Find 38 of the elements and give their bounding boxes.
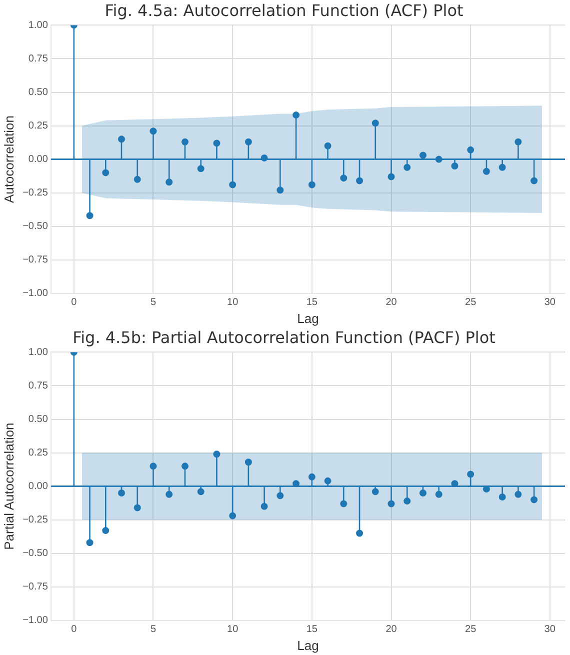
x-tick-label: 0 <box>71 297 78 308</box>
y-tick-label: 0.25 <box>28 120 48 132</box>
y-tick-label: 0.00 <box>28 154 48 166</box>
y-tick-label: 0.75 <box>28 380 48 392</box>
y-tick-label: 1.00 <box>28 346 48 358</box>
y-tick-label: 1.00 <box>28 20 48 31</box>
y-tick-label: −0.25 <box>22 514 48 526</box>
x-tick-label: 30 <box>544 624 556 636</box>
chart-title: Fig. 4.5b: Partial Autocorrelation Function (PACF) Plot <box>72 328 496 347</box>
x-tick-label: 20 <box>386 624 398 636</box>
y-tick-label: 0.50 <box>28 414 48 425</box>
x-tick-label: 15 <box>306 624 318 636</box>
y-tick-label: −0.75 <box>22 582 48 593</box>
y-tick-label: 0.75 <box>28 53 48 64</box>
x-tick-label: 10 <box>227 297 239 308</box>
x-axis-title: Lag <box>297 638 319 653</box>
y-tick-label: −1.00 <box>22 288 48 300</box>
x-tick-label: 5 <box>150 297 156 308</box>
x-tick-label: 10 <box>227 624 239 636</box>
y-tick-label: −0.50 <box>22 221 48 232</box>
x-tick-label: 30 <box>544 297 556 308</box>
x-tick-label: 5 <box>150 624 156 636</box>
y-tick-label: −0.25 <box>22 188 48 199</box>
x-tick-label: 15 <box>306 297 318 308</box>
y-axis-title: Partial Autocorrelation <box>1 422 16 550</box>
x-tick-label: 20 <box>386 297 398 308</box>
y-tick-label: 0.00 <box>28 481 48 492</box>
y-tick-label: 0.50 <box>28 87 48 98</box>
x-tick-label: 25 <box>465 624 477 636</box>
y-axis-title: Autocorrelation <box>1 116 16 204</box>
y-tick-label: 0.25 <box>28 448 48 459</box>
y-tick-label: −1.00 <box>22 615 48 626</box>
y-tick-label: −0.50 <box>22 548 48 560</box>
x-axis-title: Lag <box>297 310 319 326</box>
x-tick-label: 25 <box>465 297 477 308</box>
x-tick-label: 0 <box>71 624 78 636</box>
y-tick-label: −0.75 <box>22 254 48 266</box>
chart-title: Fig. 4.5a: Autocorrelation Function (ACF) Plot <box>104 0 464 20</box>
